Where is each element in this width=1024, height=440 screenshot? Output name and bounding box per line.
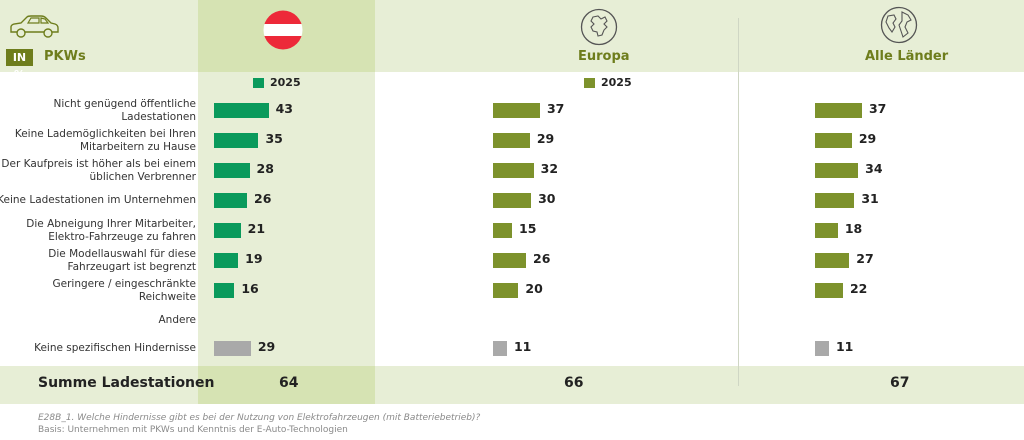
bar (214, 163, 250, 178)
data-label: 29 (858, 131, 877, 146)
bar (214, 193, 248, 208)
data-label: 11 (513, 339, 532, 354)
summary-value-alle-laender: 67 (890, 375, 910, 391)
data-label: 27 (856, 251, 874, 266)
bar (815, 193, 855, 208)
legend-swatch (584, 77, 595, 88)
bar (493, 133, 530, 148)
bar (493, 253, 527, 268)
data-label: 31 (861, 191, 879, 206)
data-label: 28 (256, 161, 274, 176)
category-label: Der Kaufpreis ist höher als bei einem übl… (0, 158, 196, 184)
category-label-line: Mitarbeitern zu Hause (79, 141, 196, 153)
data-label: 22 (849, 281, 868, 296)
category-label-line: Keine spezifischen Hindernisse (34, 342, 196, 354)
category-label: Keine Ladestationen im Unternehmen (0, 194, 196, 207)
data-label: 32 (540, 161, 559, 176)
header-band (0, 0, 1024, 72)
data-label: 21 (247, 221, 266, 236)
bar (214, 103, 269, 118)
data-label: 35 (265, 131, 283, 146)
data-label: 26 (254, 191, 272, 206)
data-label: 30 (538, 191, 556, 206)
category-label: Andere (0, 314, 196, 327)
category-label-line: Reichweite (138, 291, 196, 303)
category-label: Keine spezifischen Hindernisse (0, 342, 196, 355)
legend-swatch (253, 77, 264, 88)
data-label: 26 (533, 251, 551, 266)
category-label: Keine Lademöglichkeiten bei Ihren Mitarbe… (0, 128, 196, 154)
data-label: 11 (835, 339, 854, 354)
footnote-basis: Basis: Unternehmen mit PKWs und Kenntnis… (38, 425, 348, 435)
legend-austria: 2025 (253, 76, 301, 89)
bar (493, 283, 519, 298)
bar (493, 193, 532, 208)
globe-icon (880, 6, 918, 44)
legend-europa: 2025 (584, 76, 632, 89)
category-label-line: Keine Lademöglichkeiten bei Ihren (14, 128, 196, 140)
bar (214, 341, 251, 356)
bar (815, 223, 838, 238)
column-title-alle-laender: Alle Länder (865, 49, 949, 64)
data-label: 16 (241, 281, 259, 296)
bar (815, 253, 850, 268)
category-label: Die Modellauswahl für diese Fahrzeugart i… (0, 248, 196, 274)
bar (493, 223, 513, 238)
bar (214, 253, 239, 268)
summary-value-europa: 66 (564, 375, 584, 391)
column-divider (738, 18, 739, 386)
bar (815, 341, 829, 356)
category-label-line: Keine Ladestationen im Unternehmen (0, 194, 196, 206)
column-title-europa: Europa (578, 49, 630, 64)
bar (214, 283, 235, 298)
category-label-line: Nicht genügend öffentliche (53, 98, 196, 110)
legend-label: 2025 (601, 76, 632, 89)
data-label: 43 (275, 101, 294, 116)
category-label: Nicht genügend öffentliche Ladestationen (0, 98, 196, 124)
data-label: 19 (245, 251, 263, 266)
category-label-line: Fahrzeugart ist begrenzt (67, 261, 196, 273)
data-label: 34 (865, 161, 883, 176)
austria-flag-icon (263, 10, 303, 50)
data-label: 37 (868, 101, 887, 116)
unit-badge: IN % (6, 49, 33, 81)
legend-label: 2025 (270, 76, 301, 89)
bar (214, 223, 241, 238)
data-label: 37 (546, 101, 565, 116)
category-label-line: Der Kaufpreis ist höher als bei einem (1, 158, 196, 170)
data-label: 15 (519, 221, 537, 236)
europe-map-icon (580, 8, 618, 46)
data-label: 29 (536, 131, 555, 146)
category-label-line: Elektro-Fahrzeuge zu fahren (48, 231, 196, 243)
subject-label: PKWs (44, 49, 86, 64)
bar (815, 133, 852, 148)
car-icon (10, 15, 59, 38)
bar (493, 341, 507, 356)
footnote-question: E28B_1. Welche Hindernisse gibt es bei d… (38, 413, 481, 423)
category-label-line: Andere (158, 314, 196, 326)
category-label: Geringere / eingeschränkte Reichweite (0, 278, 197, 304)
bar (214, 133, 259, 148)
category-label-line: Ladestationen (121, 111, 196, 123)
bar (815, 103, 862, 118)
category-label-line: Die Modellauswahl für diese (48, 248, 196, 260)
category-label: Die Abneigung Ihrer Mitarbeiter, Elektro-… (0, 218, 196, 244)
bar (815, 283, 843, 298)
bar (493, 163, 534, 178)
data-label: 29 (257, 339, 276, 354)
category-label-line: Geringere / eingeschränkte (52, 278, 197, 290)
bar (815, 163, 859, 178)
summary-value-austria: 64 (279, 375, 299, 391)
data-label: 20 (525, 281, 543, 296)
bar (493, 103, 540, 118)
data-label: 18 (844, 221, 863, 236)
summary-band (0, 366, 1024, 404)
category-label-line: Die Abneigung Ihrer Mitarbeiter, (26, 218, 196, 230)
category-label-line: üblichen Verbrenner (89, 171, 196, 183)
austria-column-body (198, 72, 375, 366)
summary-label: Summe Ladestationen (38, 375, 215, 391)
